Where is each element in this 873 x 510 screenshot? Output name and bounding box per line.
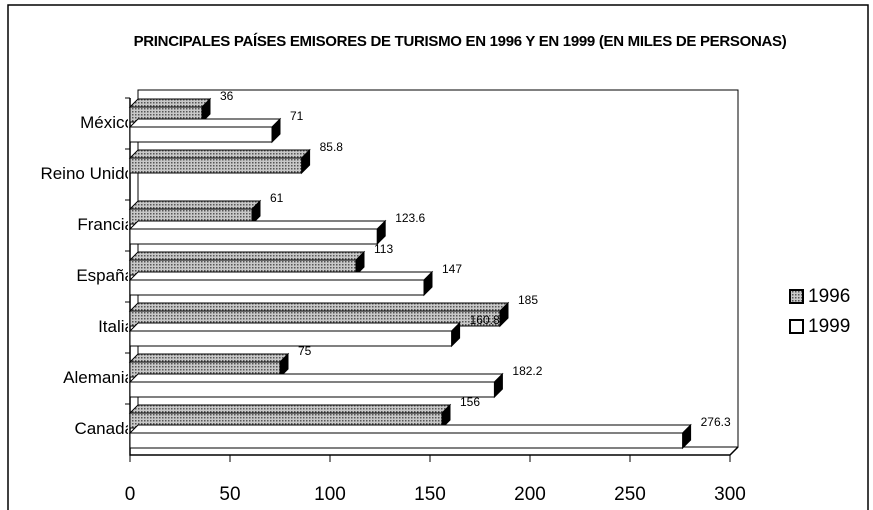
value-label: 71 <box>290 109 304 123</box>
bar <box>128 148 311 175</box>
bar-end <box>494 374 503 397</box>
y-tick-label: Reino Unido <box>40 164 134 183</box>
value-label: 61 <box>270 191 284 205</box>
x-tick-label: 100 <box>314 484 346 505</box>
bar <box>128 270 434 297</box>
value-label: 276.3 <box>701 415 731 429</box>
bar-end <box>252 201 260 224</box>
x-tick-label: 200 <box>514 484 546 505</box>
legend-swatch <box>789 319 804 334</box>
legend-label: 1996 <box>808 286 850 307</box>
legend-swatch <box>789 289 804 304</box>
y-tick-label: México <box>80 113 134 132</box>
bar <box>128 117 282 144</box>
bar <box>128 219 387 246</box>
value-label: 182.2 <box>512 364 542 378</box>
bar <box>128 352 290 379</box>
legend-label: 1999 <box>808 316 850 337</box>
value-label: 160.8 <box>470 313 500 327</box>
x-tick-label: 150 <box>414 484 446 505</box>
bar <box>128 372 504 399</box>
x-tick-label: 300 <box>714 484 746 505</box>
bar-end <box>442 405 450 428</box>
y-tick-label: Italia <box>98 317 134 336</box>
x-tick-label: 50 <box>219 484 240 505</box>
y-tick-label: Francia <box>77 215 134 234</box>
value-label: 75 <box>298 344 312 358</box>
bar-end <box>301 150 310 173</box>
bar-end <box>500 303 508 326</box>
value-label: 113 <box>374 242 393 256</box>
chart-title: PRINCIPALES PAÍSES EMISORES DE TURISMO E… <box>133 33 787 50</box>
value-label: 123.6 <box>395 211 425 225</box>
bar-end <box>424 272 432 295</box>
bar-end <box>272 119 280 142</box>
bar <box>128 321 461 348</box>
y-tick-label: Alemania <box>63 368 134 387</box>
y-tick-label: Canadá <box>74 419 134 438</box>
frame <box>7 4 869 510</box>
bar-end <box>356 252 364 275</box>
bar-end <box>202 99 210 122</box>
bar-end <box>451 323 460 346</box>
bar-end <box>377 221 386 244</box>
bar-end <box>682 425 691 448</box>
x-tick-label: 250 <box>614 484 646 505</box>
value-label: 36 <box>220 89 234 103</box>
value-label: 85.8 <box>320 140 344 154</box>
value-label: 147 <box>442 262 462 276</box>
bar-end <box>280 354 288 377</box>
x-tick-label: 0 <box>125 484 136 505</box>
bar <box>128 423 692 450</box>
y-tick-label: España <box>76 266 134 285</box>
value-label: 185 <box>518 293 538 307</box>
value-label: 156 <box>460 395 480 409</box>
